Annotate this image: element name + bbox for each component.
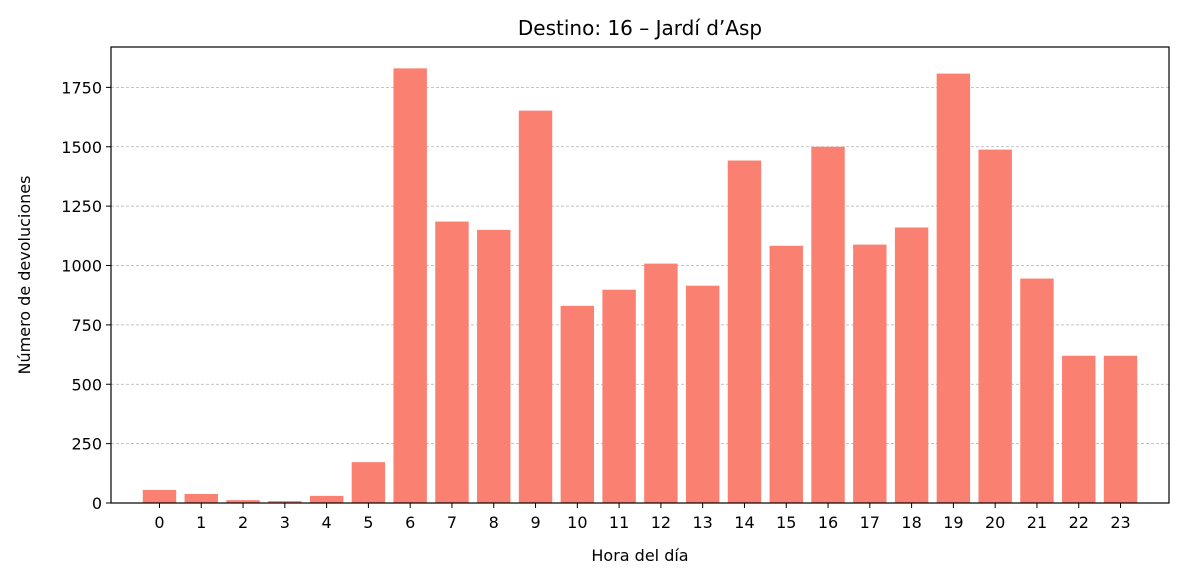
- x-tick-label-12: 12: [651, 513, 671, 532]
- bar-hour-18: [894, 227, 929, 503]
- x-tick-label-20: 20: [985, 513, 1005, 532]
- x-tick-label-3: 3: [280, 513, 290, 532]
- y-tick-label-750: 750: [71, 316, 102, 335]
- bar-hour-15: [769, 245, 803, 503]
- x-tick-label-1: 1: [196, 513, 206, 532]
- chart-title: Destino: 16 – Jardí d’Asp: [518, 16, 762, 40]
- bar-hour-21: [1020, 278, 1054, 503]
- bar-hour-13: [685, 285, 720, 503]
- bar-hour-11: [602, 289, 636, 503]
- bar-hour-16: [811, 146, 845, 503]
- x-tick-label-8: 8: [489, 513, 499, 532]
- bar-hour-7: [435, 221, 469, 503]
- x-tick-label-10: 10: [567, 513, 587, 532]
- x-tick-label-18: 18: [901, 513, 921, 532]
- x-tick-label-6: 6: [405, 513, 415, 532]
- plot-frame: [110, 46, 1170, 504]
- x-tick-label-11: 11: [609, 513, 629, 532]
- x-tick-label-9: 9: [530, 513, 540, 532]
- x-tick-label-22: 22: [1069, 513, 1089, 532]
- y-tick-label-1250: 1250: [61, 197, 102, 216]
- bar-hour-10: [560, 305, 595, 503]
- bar-hour-14: [727, 160, 762, 503]
- x-tick-label-5: 5: [363, 513, 373, 532]
- x-tick-label-7: 7: [447, 513, 457, 532]
- y-tick-label-0: 0: [92, 494, 102, 513]
- x-tick-label-16: 16: [818, 513, 838, 532]
- y-axis-ticks: 0 250 500 750 1000 1250 1500 1750: [61, 78, 111, 513]
- y-tick-label-1000: 1000: [61, 257, 102, 276]
- x-tick-label-21: 21: [1027, 513, 1047, 532]
- bar-hour-4: [309, 495, 344, 503]
- x-tick-label-23: 23: [1110, 513, 1130, 532]
- bar-hour-23: [1103, 355, 1138, 503]
- bar-hour-20: [978, 149, 1012, 503]
- x-tick-label-0: 0: [154, 513, 164, 532]
- x-tick-label-13: 13: [692, 513, 712, 532]
- bar-hour-2: [226, 500, 260, 503]
- x-axis-title: Hora del día: [591, 546, 688, 565]
- bar-hour-19: [936, 73, 971, 503]
- y-tick-label-1500: 1500: [61, 138, 102, 157]
- x-tick-label-2: 2: [238, 513, 248, 532]
- bar-hour-22: [1062, 355, 1096, 503]
- x-tick-label-19: 19: [943, 513, 963, 532]
- y-tick-label-1750: 1750: [61, 78, 102, 97]
- bars: [142, 68, 1138, 504]
- bar-hour-0: [142, 489, 177, 503]
- bar-hour-17: [853, 244, 887, 503]
- bar-hour-1: [184, 493, 218, 503]
- bar-hour-9: [518, 110, 553, 504]
- x-axis-ticks: 0 1 2 3 4 5 6 7 8 9 10 11 12 13 14 15 16 17 18 19 20 21 22 23: [154, 503, 1131, 532]
- bar-hour-8: [477, 229, 511, 503]
- bar-hour-3: [268, 501, 302, 503]
- y-axis-title: Número de devoluciones: [15, 176, 34, 375]
- y-tick-label-250: 250: [71, 435, 102, 454]
- x-tick-label-15: 15: [776, 513, 796, 532]
- x-tick-label-4: 4: [322, 513, 332, 532]
- x-tick-label-17: 17: [860, 513, 880, 532]
- bar-hour-5: [351, 462, 386, 503]
- bar-hour-12: [644, 263, 678, 503]
- bar-hour-6: [393, 68, 427, 503]
- x-tick-label-14: 14: [734, 513, 754, 532]
- y-tick-label-500: 500: [71, 375, 102, 394]
